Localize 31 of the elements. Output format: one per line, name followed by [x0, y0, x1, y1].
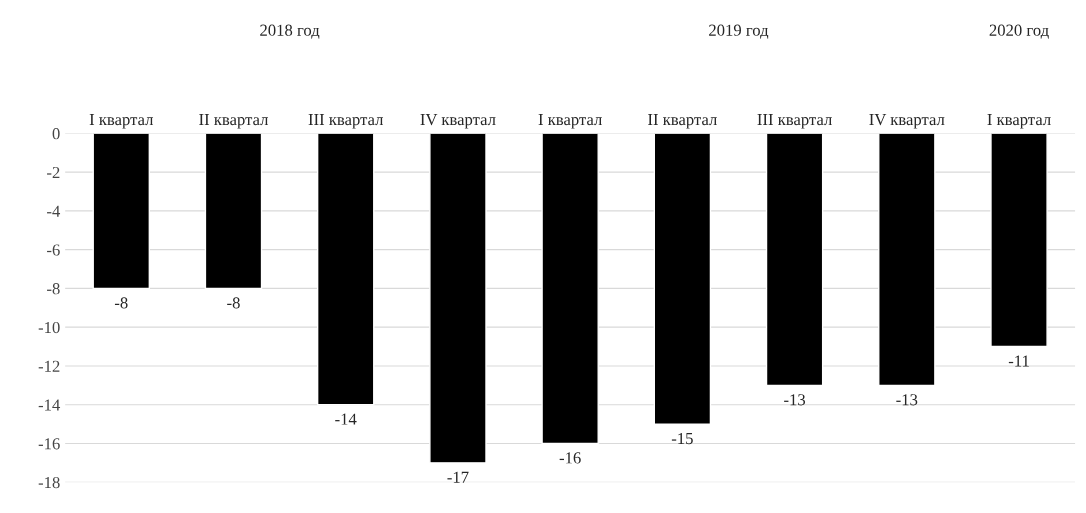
y-tick-label: -8 [47, 283, 60, 295]
text: 2020 год [989, 24, 1049, 39]
y-tick-label: -18 [38, 476, 60, 489]
y-tick-label: -14 [38, 399, 61, 411]
y-tick-label: -2 [47, 166, 60, 178]
x-tick-label: I квартал [89, 114, 154, 129]
x-tick-label: III квартал [757, 114, 832, 129]
text: 2019 год [709, 24, 769, 39]
x-tick-label: IV квартал [420, 114, 496, 129]
x-tick-label: I квартал [987, 114, 1051, 129]
data-label: -8 [227, 297, 240, 309]
y-tick-label: -10 [38, 321, 60, 334]
y-tick-label: 0 [52, 128, 60, 140]
y-tick-label: -4 [47, 205, 61, 217]
x-tick-label: IV квартал [869, 114, 945, 129]
x-tick-label: I квартал [538, 114, 602, 129]
data-label: -11 [1008, 355, 1029, 367]
x-tick-label: II квартал [199, 114, 269, 129]
y-tick-label: -16 [38, 438, 60, 450]
data-label: -8 [114, 297, 128, 309]
x-tick-label: II квартал [648, 114, 717, 129]
y-tick-label: -12 [38, 360, 60, 372]
data-label: -13 [784, 394, 806, 406]
data-label: -16 [559, 452, 581, 464]
text: 2018 год [260, 24, 320, 39]
data-label: -15 [671, 432, 693, 445]
x-tick-label: III квартал [308, 114, 384, 129]
data-label: -17 [447, 471, 469, 483]
y-tick-label: -6 [47, 244, 60, 256]
data-label: -14 [335, 413, 357, 425]
data-label: -13 [896, 394, 918, 406]
